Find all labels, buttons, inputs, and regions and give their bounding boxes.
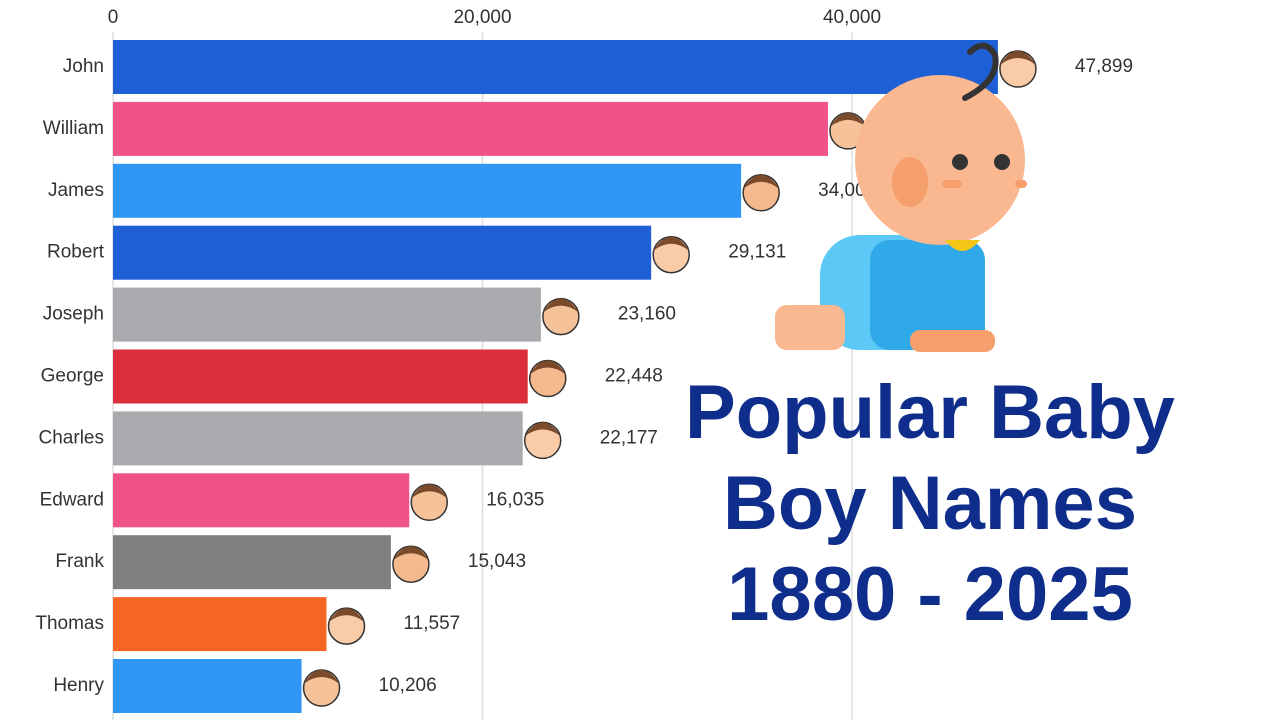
category-label: Robert bbox=[47, 242, 105, 263]
avatar-hair bbox=[829, 112, 866, 127]
value-label: 10,206 bbox=[379, 675, 437, 696]
avatar-hair bbox=[411, 484, 448, 499]
chart-title: Popular Baby bbox=[685, 370, 1175, 455]
bar bbox=[113, 473, 410, 528]
value-label: 22,177 bbox=[600, 427, 658, 448]
category-label: Edward bbox=[40, 489, 104, 510]
bar bbox=[113, 535, 391, 590]
value-label: 16,035 bbox=[486, 489, 544, 510]
category-label: Joseph bbox=[43, 304, 104, 325]
x-tick-label: 0 bbox=[108, 7, 119, 28]
bar bbox=[113, 411, 523, 466]
bar bbox=[113, 163, 742, 218]
category-label: Henry bbox=[53, 675, 104, 696]
chart-title: 1880 - 2025 bbox=[727, 552, 1133, 637]
bar bbox=[113, 597, 327, 652]
value-label: 11,557 bbox=[404, 613, 461, 634]
category-label: Charles bbox=[39, 427, 104, 448]
baby-illustration bbox=[775, 42, 1027, 352]
category-label: James bbox=[48, 180, 104, 201]
avatar-hair bbox=[999, 51, 1036, 65]
avatar-hair bbox=[303, 670, 340, 684]
chart-title: Boy Names bbox=[723, 461, 1137, 546]
avatar-hair bbox=[524, 422, 561, 437]
x-tick-label: 40,000 bbox=[823, 7, 881, 28]
value-label: 22,448 bbox=[605, 366, 663, 387]
bar bbox=[113, 40, 998, 94]
avatar-hair bbox=[542, 298, 579, 313]
category-label: Frank bbox=[55, 551, 104, 572]
bar bbox=[113, 287, 541, 342]
category-label: Thomas bbox=[35, 613, 104, 634]
avatar-hair bbox=[392, 546, 429, 561]
bar bbox=[113, 349, 528, 404]
category-label: William bbox=[43, 118, 104, 139]
avatar-hair bbox=[328, 608, 365, 623]
value-label: 29,131 bbox=[728, 242, 786, 263]
value-label: 15,043 bbox=[468, 551, 526, 572]
category-label: John bbox=[63, 56, 104, 77]
category-label: George bbox=[41, 366, 104, 387]
avatar-hair bbox=[743, 174, 780, 189]
bar bbox=[113, 225, 652, 280]
bar bbox=[113, 101, 828, 156]
bar bbox=[113, 659, 302, 713]
avatar-hair bbox=[529, 360, 566, 375]
x-tick-label: 20,000 bbox=[453, 7, 511, 28]
value-label: 47,899 bbox=[1075, 56, 1133, 77]
value-label: 23,160 bbox=[618, 304, 676, 325]
avatar-hair bbox=[653, 236, 690, 251]
